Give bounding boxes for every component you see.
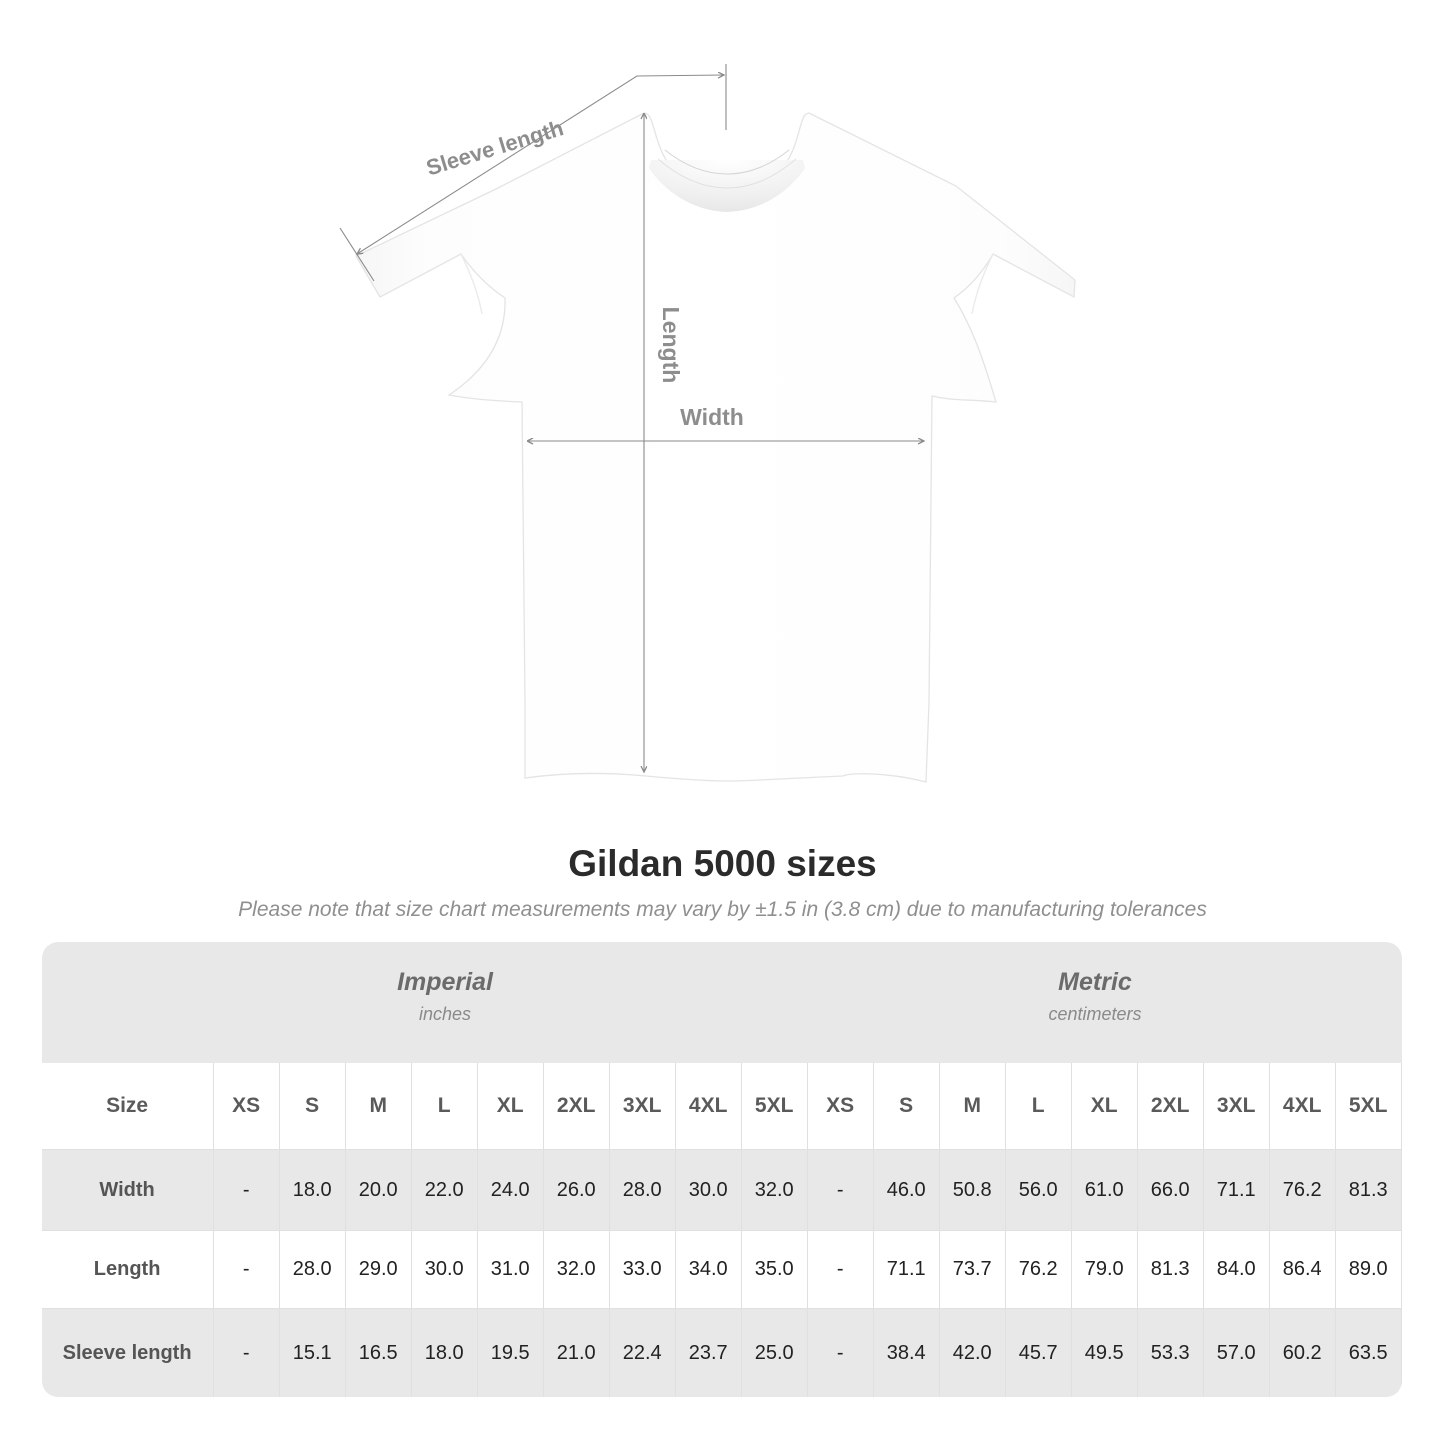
svg-text:Length: Length bbox=[658, 307, 684, 384]
svg-text:Width: Width bbox=[680, 404, 744, 430]
